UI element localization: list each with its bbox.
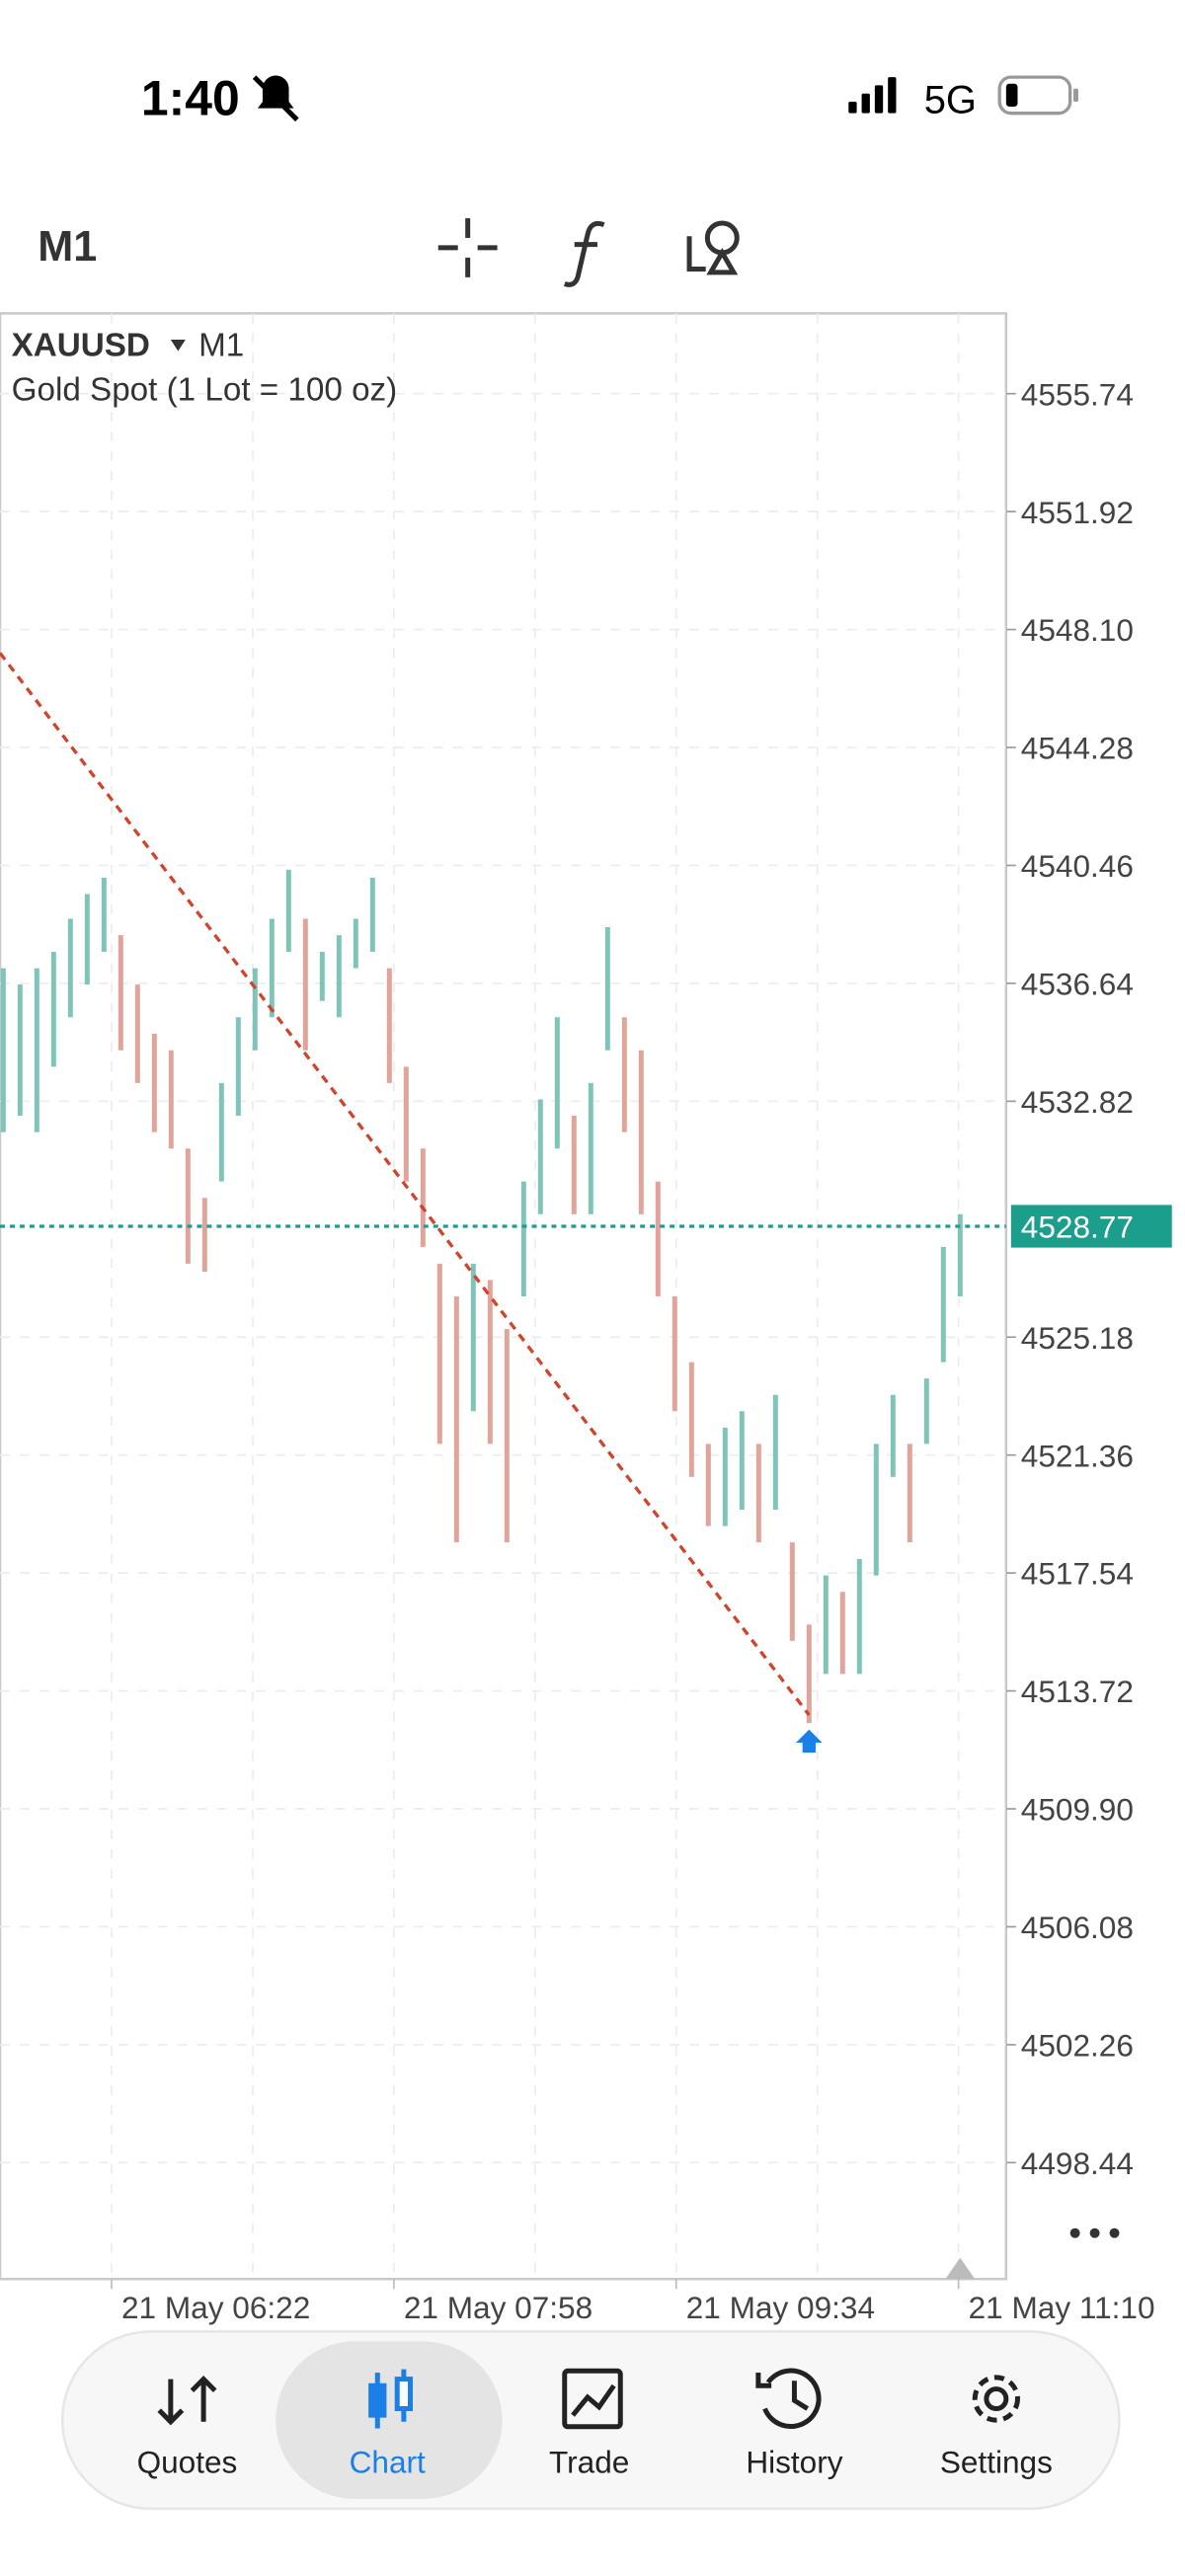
- y-tick-label: 4532.82: [1021, 1084, 1134, 1120]
- chart-timeframe: M1: [198, 328, 244, 364]
- scroll-marker[interactable]: [945, 2257, 976, 2280]
- y-tick-label: 4540.46: [1021, 848, 1134, 884]
- chart-frame: [0, 312, 1008, 2281]
- more-button[interactable]: [1069, 2227, 1120, 2238]
- y-tick-label: 4555.74: [1021, 376, 1134, 412]
- chart-icon: [368, 2369, 414, 2429]
- clock: 1:40: [141, 70, 240, 125]
- symbol-description: Gold Spot (1 Lot = 100 oz): [12, 371, 398, 408]
- plot: [0, 313, 1016, 2290]
- nav-tabs: Quotes Chart Trade History Settings: [137, 2444, 1053, 2479]
- nav-bar: [60, 2330, 1121, 2511]
- y-tick-label: 4548.10: [1021, 612, 1134, 648]
- signal-icon: [848, 77, 897, 114]
- quotes-icon: [157, 2376, 217, 2426]
- y-tick-label: 4544.28: [1021, 731, 1134, 766]
- current-price-box: [1010, 1205, 1172, 1248]
- mute-icon: [252, 75, 299, 122]
- symbol[interactable]: XAUUSD: [12, 328, 150, 364]
- y-tick-label: 4521.36: [1021, 1438, 1134, 1473]
- y-tick-label: 4498.44: [1021, 2146, 1134, 2181]
- x-tick-label: 21 May 07:58: [404, 2290, 592, 2325]
- crosshair-button[interactable]: [437, 218, 498, 277]
- history-icon: [755, 2368, 822, 2430]
- y-tick-label: 4502.26: [1021, 2028, 1134, 2064]
- settings-icon: [972, 2375, 1020, 2423]
- objects-button[interactable]: [686, 220, 740, 275]
- y-tick-label: 4509.90: [1021, 1792, 1134, 1828]
- nav-tab[interactable]: History: [746, 2444, 842, 2479]
- nav-tab[interactable]: Trade: [549, 2444, 629, 2479]
- y-tick-label: 4551.92: [1021, 495, 1134, 530]
- y-tick-label: 4517.54: [1021, 1556, 1134, 1592]
- trade-icon: [562, 2368, 623, 2430]
- x-tick-label: 21 May 06:22: [121, 2290, 310, 2325]
- buy-arrow: [796, 1729, 823, 1753]
- symbol-dropdown[interactable]: [170, 339, 186, 351]
- nav-tab[interactable]: Chart: [350, 2444, 426, 2479]
- current-price-label: 4528.77: [1021, 1210, 1134, 1245]
- battery-icon: [997, 75, 1078, 116]
- nav-active-pill: [276, 2341, 503, 2499]
- y-tick-label: 4525.18: [1021, 1320, 1134, 1356]
- x-tick-label: 21 May 11:10: [969, 2290, 1155, 2325]
- network-label: 5G: [924, 79, 977, 122]
- indicators-button[interactable]: [563, 220, 605, 287]
- y-tick-label: 4513.72: [1021, 1674, 1134, 1709]
- trendline: [0, 652, 811, 1716]
- y-tick-label: 4536.64: [1021, 967, 1134, 1002]
- nav-tab[interactable]: Settings: [940, 2444, 1053, 2479]
- y-tick-label: 4506.08: [1021, 1910, 1134, 1945]
- x-tick-label: 21 May 09:34: [686, 2290, 875, 2325]
- nav-tab[interactable]: Quotes: [137, 2444, 238, 2479]
- timeframe-button[interactable]: M1: [38, 223, 97, 271]
